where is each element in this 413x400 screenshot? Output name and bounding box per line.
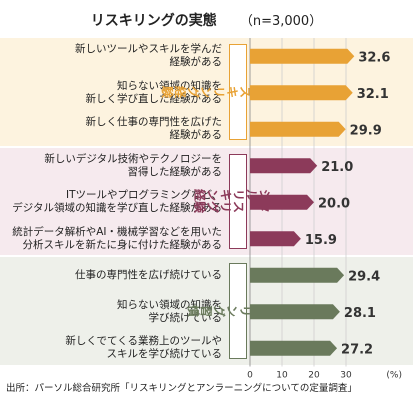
tick-label: 30 [340,371,352,381]
bar [250,231,301,247]
tick-label: 0 [247,371,253,381]
source-note: 出所：パーソル総合研究所「リスキリングとアンラーニングについての定量調査」 [6,383,357,394]
chart-title: リスキリングの実態 [90,13,217,29]
bar [250,121,346,137]
category-label: 新しいツールやスキルを学んだ 経験がある [75,43,222,69]
value-label: 29.9 [350,123,382,138]
value-label: 28.1 [344,306,376,321]
category-label: 知らない領域の知識を 学び続けている [117,298,222,324]
unit-label: (%) [386,371,402,381]
value-label: 15.9 [305,233,337,248]
group-label-box: デジタル・ リスキリング経験 [193,153,285,249]
bar [250,267,345,283]
value-label: 21.0 [321,160,353,175]
bar [250,304,340,320]
bar [250,194,314,210]
category-label: ITツールやプログラミングなど、 デジタル領域の知識を学び直した経験がある [12,189,222,215]
group-label-box: リスキリング習慣 [186,263,291,359]
bar [250,340,338,356]
group-band [0,257,413,365]
bar [250,48,355,64]
category-label: 新しく仕事の専門性を広げた 経験がある [85,116,223,142]
value-label: 29.4 [348,269,380,284]
value-label: 32.1 [357,87,389,102]
chart-title-row: リスキリングの実態 （n=3,000） [0,10,413,30]
bar [250,158,318,174]
bar [250,85,353,101]
value-label: 27.2 [341,342,373,357]
value-label: 20.0 [318,196,350,211]
category-label: 新しいデジタル技術やテクノロジーを 習得した経験がある [44,152,222,178]
chart-subtitle: （n=3,000） [239,14,323,29]
category-label: 統計データ解析やAI・機械学習などを用いた 分析スキルを新たに身に付けた経験があ… [12,225,222,251]
category-label: 新しくでてくる業務上のツールや スキルを学び続けている [65,335,222,361]
value-label: 32.6 [358,50,390,65]
group-label-box: 一般的な リスキリング経験 [160,44,317,140]
category-label: 仕事の専門性を広げ続けている [75,268,222,281]
tick-label: 10 [276,371,288,381]
tick-label: 20 [308,371,320,381]
category-label: 知らない領域の知識を 新しく学び直した経験がある [85,79,223,105]
group-band [0,147,413,255]
